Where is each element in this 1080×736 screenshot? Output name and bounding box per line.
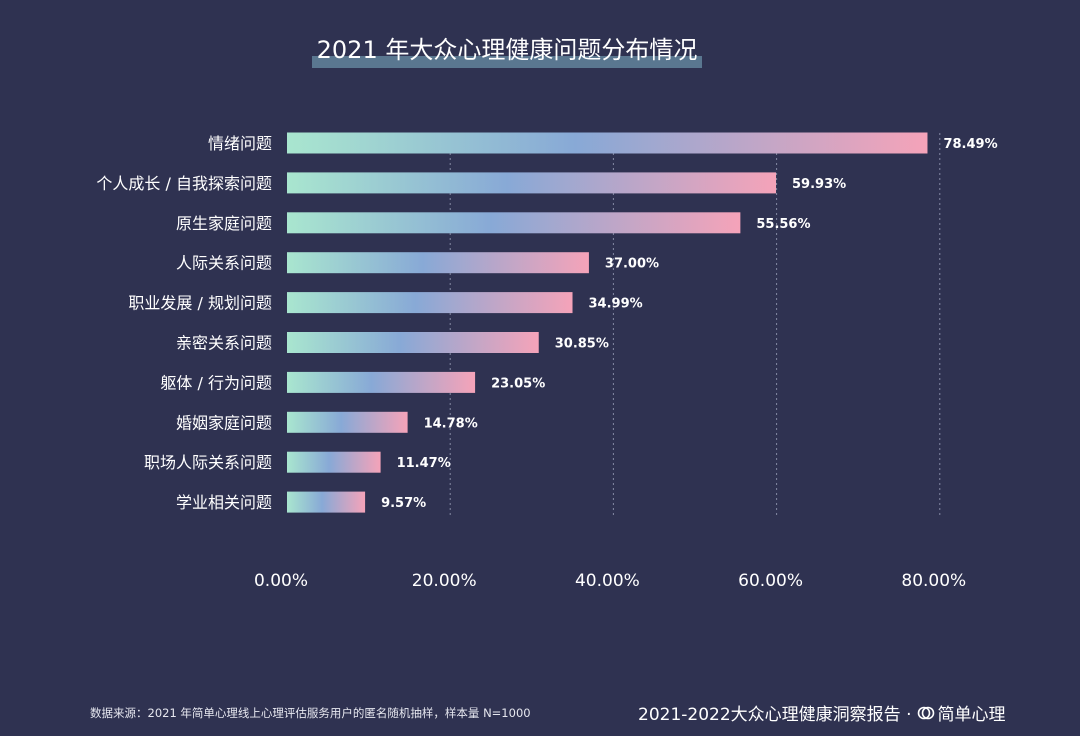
x-tick-label-0: 0.00%: [254, 571, 308, 591]
bar-3: [287, 212, 741, 234]
bar-2: [287, 172, 777, 194]
data-source-note: 数据来源：2021 年简单心理线上心理评估服务用户的匿名随机抽样，样本量 N=1…: [90, 706, 531, 720]
value-label-8: 14.78%: [424, 416, 478, 431]
bar-8: [287, 411, 408, 433]
bar-7: [287, 371, 476, 393]
brand-name: 简单心理: [937, 705, 1006, 725]
bar-10: [287, 491, 366, 513]
chart-title: 2021 年大众心理健康问题分布情况: [316, 36, 698, 64]
value-label-3: 55.56%: [756, 217, 810, 232]
category-label-5: 职业发展 / 规划问题: [128, 294, 272, 313]
value-label-5: 34.99%: [589, 297, 643, 312]
x-tick-label-40: 40.00%: [575, 571, 640, 591]
report-credit: 2021-2022大众心理健康洞察报告 · 简单心理: [638, 700, 1005, 725]
brand-logo-icon: [918, 706, 935, 719]
bar-9: [287, 451, 381, 473]
value-label-4: 37.00%: [605, 257, 659, 272]
bar-4: [287, 252, 589, 274]
value-label-9: 11.47%: [397, 456, 451, 471]
bar-5: [287, 292, 573, 314]
category-label-6: 亲密关系问题: [176, 334, 272, 353]
value-label-1: 78.49%: [943, 137, 997, 152]
x-tick-label-60: 60.00%: [738, 571, 803, 591]
value-label-2: 59.93%: [792, 177, 846, 192]
category-label-3: 原生家庭问题: [176, 214, 272, 233]
category-label-9: 职场人际关系问题: [144, 453, 272, 472]
bar-6: [287, 332, 539, 353]
category-label-10: 学业相关问题: [176, 493, 272, 512]
title-underline: [312, 56, 702, 68]
category-label-4: 人际关系问题: [176, 254, 272, 273]
value-label-7: 23.05%: [491, 376, 545, 391]
x-tick-label-20: 20.00%: [412, 571, 477, 591]
chart-title-block: 2021 年大众心理健康问题分布情况: [312, 34, 702, 70]
category-label-2: 个人成长 / 自我探索问题: [96, 174, 272, 193]
value-label-6: 30.85%: [555, 337, 609, 352]
report-title: 2021-2022大众心理健康洞察报告 ·: [638, 705, 912, 725]
x-tick-label-80: 80.00%: [901, 571, 966, 591]
bar-1: [287, 132, 928, 154]
value-label-10: 9.57%: [381, 496, 426, 511]
category-label-7: 躯体 / 行为问题: [160, 373, 272, 392]
category-label-1: 情绪问题: [208, 134, 272, 153]
category-label-8: 婚姻家庭问题: [176, 413, 272, 432]
